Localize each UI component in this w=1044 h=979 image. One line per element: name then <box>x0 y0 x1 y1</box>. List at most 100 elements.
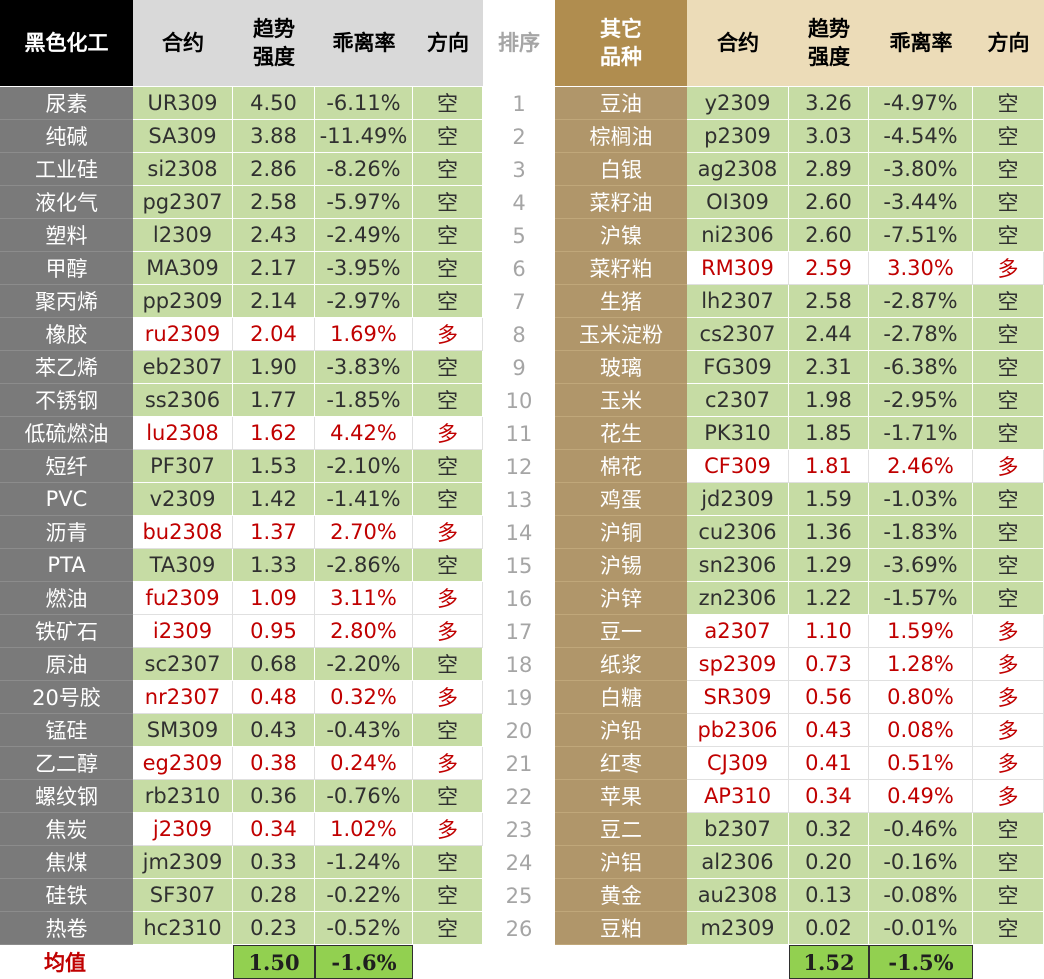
right-code-header: 合约 <box>687 0 789 86</box>
right-direction: 多 <box>973 681 1044 714</box>
left-deviation-rate: 4.42% <box>315 417 413 450</box>
right-trend-strength: 2.60 <box>789 186 869 219</box>
table-row: PTA TA309 1.33 -2.86% 空 15 沪锡 sn2306 1.29 -3.69% 空 <box>0 549 1044 582</box>
right-direction: 空 <box>973 351 1044 384</box>
rank-number: 12 <box>483 450 555 483</box>
left-deviation-rate: -0.22% <box>315 879 413 912</box>
right-trend-strength: 3.03 <box>789 120 869 153</box>
rank-number: 2 <box>483 120 555 153</box>
right-trend-strength: 0.02 <box>789 912 869 945</box>
right-variety-name: 黄金 <box>555 879 687 912</box>
right-direction: 空 <box>973 318 1044 351</box>
rank-number: 10 <box>483 384 555 417</box>
rank-number: 21 <box>483 747 555 780</box>
left-trend-strength: 1.90 <box>233 351 315 384</box>
right-contract-code: b2307 <box>687 813 789 846</box>
right-deviation-rate: 0.51% <box>869 747 973 780</box>
left-contract-code: TA309 <box>133 549 233 582</box>
right-trend-strength: 1.81 <box>789 450 869 483</box>
left-direction: 空 <box>413 879 483 912</box>
left-variety-name: 橡胶 <box>0 318 133 351</box>
left-trend-strength: 3.88 <box>233 120 315 153</box>
right-variety-name: 白银 <box>555 153 687 186</box>
left-deviation-rate: -8.26% <box>315 153 413 186</box>
left-deviation-rate: -2.86% <box>315 549 413 582</box>
right-deviation-header: 乖离率 <box>869 0 973 86</box>
right-trend-strength: 1.36 <box>789 516 869 549</box>
table-row: 沥青 bu2308 1.37 2.70% 多 14 沪铜 cu2306 1.36 -1.83% 空 <box>0 516 1044 549</box>
left-variety-name: 螺纹钢 <box>0 780 133 813</box>
left-deviation-rate: -1.41% <box>315 483 413 516</box>
table-row: 塑料 l2309 2.43 -2.49% 空 5 沪镍 ni2306 2.60 -7.51% 空 <box>0 219 1044 252</box>
left-direction: 空 <box>413 285 483 318</box>
right-trend-strength: 0.73 <box>789 648 869 681</box>
left-variety-name: 铁矿石 <box>0 615 133 648</box>
right-average-trend: 1.52 <box>789 945 869 979</box>
right-trend-strength: 0.20 <box>789 846 869 879</box>
right-direction: 空 <box>973 516 1044 549</box>
right-variety-name: 菜籽油 <box>555 186 687 219</box>
right-deviation-rate: -3.80% <box>869 153 973 186</box>
left-contract-code: jm2309 <box>133 846 233 879</box>
left-deviation-header: 乖离率 <box>315 0 413 86</box>
right-variety-name: 生猪 <box>555 285 687 318</box>
right-deviation-rate: -2.78% <box>869 318 973 351</box>
right-variety-name: 沪锡 <box>555 549 687 582</box>
left-variety-name: 甲醇 <box>0 252 133 285</box>
left-variety-name: PTA <box>0 549 133 582</box>
right-direction: 空 <box>973 846 1044 879</box>
left-variety-name: 不锈钢 <box>0 384 133 417</box>
left-contract-code: si2308 <box>133 153 233 186</box>
right-direction: 空 <box>973 549 1044 582</box>
right-variety-name: 豆二 <box>555 813 687 846</box>
table-row: 不锈钢 ss2306 1.77 -1.85% 空 10 玉米 c2307 1.98 -2.95% 空 <box>0 384 1044 417</box>
left-trend-strength: 2.43 <box>233 219 315 252</box>
left-deviation-rate: -2.10% <box>315 450 413 483</box>
left-direction: 空 <box>413 153 483 186</box>
right-variety-name: 沪铜 <box>555 516 687 549</box>
right-contract-code: al2306 <box>687 846 789 879</box>
left-contract-code: j2309 <box>133 813 233 846</box>
left-trend-strength: 0.28 <box>233 879 315 912</box>
right-deviation-rate: 2.46% <box>869 450 973 483</box>
right-contract-code: PK310 <box>687 417 789 450</box>
left-trend-strength: 1.33 <box>233 549 315 582</box>
left-deviation-rate: -3.95% <box>315 252 413 285</box>
right-deviation-rate: -0.01% <box>869 912 973 945</box>
left-direction: 空 <box>413 186 483 219</box>
left-trend-strength: 1.37 <box>233 516 315 549</box>
right-contract-code: ag2308 <box>687 153 789 186</box>
right-trend-strength: 0.56 <box>789 681 869 714</box>
rank-number: 5 <box>483 219 555 252</box>
right-trend-header: 趋势 强度 <box>789 0 869 86</box>
rank-number: 9 <box>483 351 555 384</box>
right-variety-name: 纸浆 <box>555 648 687 681</box>
right-deviation-rate: -1.71% <box>869 417 973 450</box>
table-row: 聚丙烯 pp2309 2.14 -2.97% 空 7 生猪 lh2307 2.58 -2.87% 空 <box>0 285 1044 318</box>
right-variety-name: 鸡蛋 <box>555 483 687 516</box>
left-trend-strength: 1.09 <box>233 582 315 615</box>
left-variety-name: 短纤 <box>0 450 133 483</box>
right-contract-code: AP310 <box>687 780 789 813</box>
right-direction: 多 <box>973 780 1044 813</box>
left-direction: 空 <box>413 780 483 813</box>
rank-number: 17 <box>483 615 555 648</box>
left-deviation-rate: -0.43% <box>315 714 413 747</box>
left-contract-code: rb2310 <box>133 780 233 813</box>
right-deviation-rate: 0.08% <box>869 714 973 747</box>
left-variety-name: 焦炭 <box>0 813 133 846</box>
left-trend-strength: 2.14 <box>233 285 315 318</box>
right-average-deviation: -1.5% <box>869 945 973 979</box>
left-variety-name: 低硫燃油 <box>0 417 133 450</box>
right-deviation-rate: -4.97% <box>869 87 973 120</box>
right-direction: 空 <box>973 384 1044 417</box>
left-deviation-rate: 1.69% <box>315 318 413 351</box>
right-contract-code: y2309 <box>687 87 789 120</box>
left-direction-header: 方向 <box>413 0 483 86</box>
left-variety-name: 沥青 <box>0 516 133 549</box>
table-row: 螺纹钢 rb2310 0.36 -0.76% 空 22 苹果 AP310 0.34 0.49% 多 <box>0 780 1044 813</box>
rank-number: 6 <box>483 252 555 285</box>
right-deviation-rate: 1.28% <box>869 648 973 681</box>
left-direction: 空 <box>413 384 483 417</box>
right-variety-name: 沪铝 <box>555 846 687 879</box>
